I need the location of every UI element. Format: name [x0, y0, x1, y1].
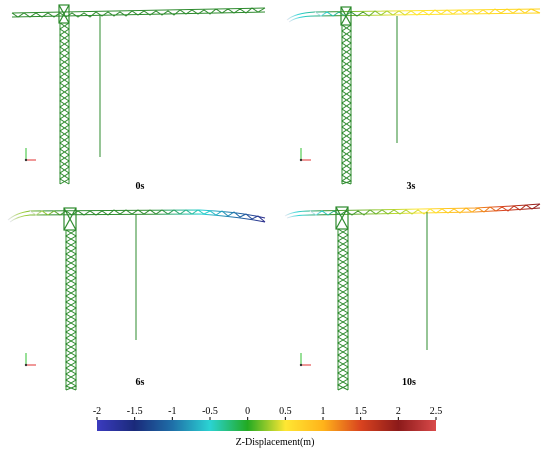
boom-truss — [7, 209, 266, 223]
time-label: 0s — [135, 181, 145, 192]
tower-head — [63, 207, 77, 231]
tower-mast — [336, 228, 350, 391]
colorbar-tick-label: 0 — [245, 406, 251, 417]
colorbar-tick-label: -1 — [168, 406, 177, 417]
crane-model-3s — [286, 6, 541, 185]
tower-mast — [340, 24, 353, 185]
axis-triad — [24, 148, 36, 162]
colorbar-tick-label: 2.5 — [429, 406, 443, 417]
colorbar-tick-label: -1.5 — [126, 406, 143, 417]
tower-head — [58, 4, 70, 24]
time-label: 3s — [406, 181, 416, 192]
colorbar-tick-label: 1 — [320, 406, 326, 417]
colorbar-tick-label: 0.5 — [279, 406, 292, 417]
colorbar-tick-label: -0.5 — [202, 406, 218, 417]
crane-panel-3s: 3s — [275, 0, 550, 195]
axis-triad — [24, 353, 36, 367]
tower-mast — [59, 22, 70, 185]
tower-mast — [64, 229, 78, 391]
crane-model-0s — [11, 4, 266, 185]
colorbar-tick-label: 1.5 — [354, 406, 367, 417]
tower-head — [335, 206, 349, 230]
colorbar-ticks — [96, 417, 437, 420]
crane-model-10s — [284, 203, 541, 391]
time-label: 10s — [402, 377, 416, 388]
axis-triad — [299, 353, 311, 367]
time-label: 6s — [135, 377, 145, 388]
colorbar-tick-label: 2 — [395, 406, 401, 417]
crane-panel-0s: 0s — [0, 0, 275, 195]
axis-triad — [299, 148, 311, 162]
crane-panel-10s: 10s — [275, 200, 550, 395]
tower-head — [340, 6, 352, 26]
crane-model-6s — [7, 207, 266, 391]
colorbar-gradient — [97, 420, 436, 431]
colorbar-tick-label: -2 — [92, 406, 102, 417]
boom-truss — [284, 203, 541, 219]
crane-panel-6s: 6s — [0, 200, 275, 395]
colorbar-title: Z-Displacement(m) — [235, 437, 315, 448]
boom-truss — [11, 7, 266, 18]
boom-truss — [286, 8, 541, 23]
